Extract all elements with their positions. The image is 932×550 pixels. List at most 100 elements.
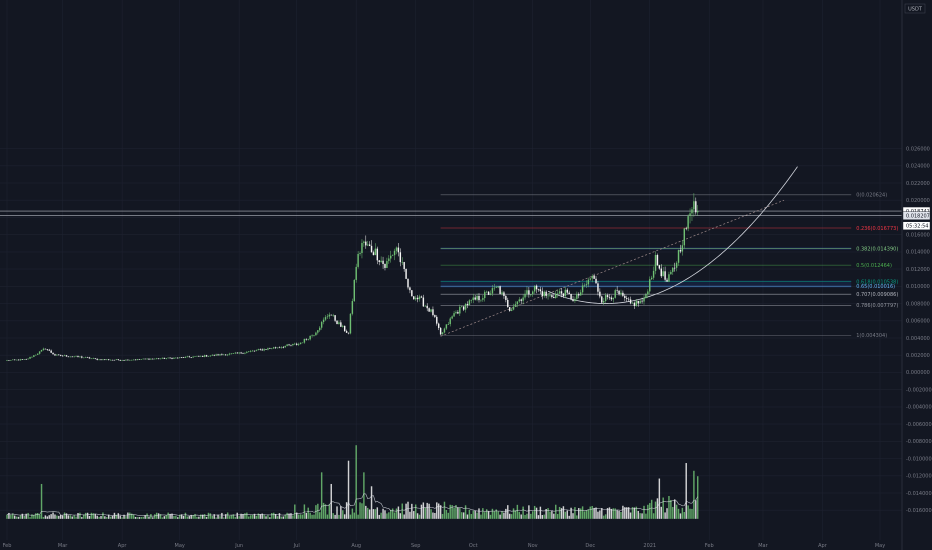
- volume-bar: [282, 516, 285, 519]
- fib-level-label: 0.707(0.009086): [856, 292, 898, 298]
- currency-label: USDT: [908, 7, 923, 13]
- candle-body: [140, 359, 143, 360]
- time-axis[interactable]: Feb Mar Apr May Jun Jul Aug Sep Oct Nov Dec 2021 Feb…: [3, 543, 886, 549]
- volume-bar: [345, 502, 348, 519]
- volume-bar: [129, 512, 131, 519]
- candle-body: [441, 332, 444, 335]
- volume-bar: [148, 516, 150, 519]
- volume-bar: [169, 513, 171, 519]
- candle-body: [503, 292, 505, 296]
- candle-body: [422, 297, 425, 307]
- candle-body: [641, 300, 643, 302]
- time-tick-label: Dec: [585, 543, 595, 549]
- volume-bar: [635, 506, 638, 519]
- volume-bar: [303, 504, 306, 519]
- price-tag-box: [902, 211, 931, 220]
- volume-bar: [38, 514, 41, 519]
- candle-body: [478, 295, 480, 301]
- volume-bar: [188, 516, 190, 519]
- price-tick-label: -0.010000: [906, 456, 932, 462]
- volume-bar: [470, 514, 473, 519]
- parabolic-curve[interactable]: [547, 166, 798, 304]
- candle-body: [395, 247, 398, 251]
- candle-body: [451, 316, 453, 319]
- volume-bar: [658, 478, 661, 519]
- candle-body: [253, 350, 256, 352]
- volume-bar: [405, 503, 407, 519]
- candle-body: [294, 343, 296, 345]
- candle-body: [259, 349, 261, 350]
- candle-body: [19, 359, 22, 361]
- volume-bar: [564, 511, 567, 519]
- volume-bar: [15, 516, 18, 519]
- candle-body: [578, 294, 580, 296]
- volume-bar: [121, 517, 123, 519]
- candle-body: [225, 354, 227, 356]
- candle-body: [629, 299, 632, 304]
- candle-body: [516, 301, 519, 305]
- candle-body: [368, 244, 371, 246]
- volume-bar: [672, 506, 674, 519]
- volume-bar: [645, 513, 647, 519]
- candle-body: [426, 305, 428, 309]
- candle-body: [388, 258, 390, 262]
- price-axis[interactable]: USDT 0.026000 0.024000 0.022000 0.020000 0.0…: [901, 0, 932, 550]
- candle-body: [518, 299, 521, 302]
- candle-body: [211, 354, 214, 356]
- candle-body: [507, 299, 509, 308]
- volume-bar: [585, 510, 588, 519]
- candle-body: [537, 289, 540, 290]
- volume-bar: [687, 505, 689, 519]
- volume-bar: [138, 517, 141, 519]
- volume-bar: [13, 515, 16, 519]
- volume-bar: [113, 512, 116, 519]
- trend-line[interactable]: [440, 199, 785, 337]
- candle-body: [366, 244, 369, 246]
- candle-body: [349, 313, 352, 334]
- volume-bar: [384, 510, 386, 519]
- volume-bar: [512, 508, 515, 519]
- candle-body: [230, 353, 233, 354]
- volume-bar: [177, 517, 179, 519]
- volume-bar: [497, 511, 499, 519]
- candle-body: [184, 356, 187, 358]
- candle-body: [482, 298, 484, 300]
- candle-body: [624, 295, 626, 299]
- candle-body: [386, 261, 388, 268]
- candle-body: [522, 297, 524, 301]
- volume-bar: [549, 511, 551, 519]
- volume-bar: [426, 502, 428, 519]
- volume-bar: [180, 514, 183, 519]
- drawing-lines[interactable]: [0, 166, 902, 337]
- candle-body: [42, 348, 45, 350]
- volume-bar: [251, 514, 254, 519]
- volume-bar: [36, 512, 39, 519]
- volume-bar: [652, 513, 655, 519]
- candle-body: [693, 201, 695, 210]
- price-tick-label: -0.014000: [906, 491, 932, 497]
- volume-bar: [487, 511, 490, 519]
- volume-bar: [420, 504, 423, 519]
- fibonacci-retracement[interactable]: 0(0.020624) 0.236(0.016773) 0.382(0.014390…: [440, 193, 899, 340]
- volume-bar: [370, 486, 373, 519]
- candle-body: [476, 295, 478, 300]
- price-tick-label: -0.008000: [906, 439, 932, 445]
- candle-body: [246, 351, 248, 353]
- volume-bar: [182, 515, 185, 519]
- candle-body: [35, 354, 37, 356]
- price-tick-label: 0.006000: [906, 319, 930, 325]
- volume-bar: [363, 472, 365, 519]
- volume-bar: [428, 503, 430, 519]
- volume-bar: [357, 514, 359, 519]
- candle-body: [418, 296, 421, 300]
- volume-bar: [75, 516, 77, 519]
- volume-bar: [280, 516, 283, 519]
- volume-bar: [685, 463, 687, 519]
- candle-body: [265, 349, 267, 350]
- volume-bar: [31, 514, 33, 519]
- volume-bar: [468, 509, 471, 519]
- volume-bar: [125, 516, 127, 519]
- candle-body: [263, 349, 265, 351]
- volume-bar: [297, 514, 300, 519]
